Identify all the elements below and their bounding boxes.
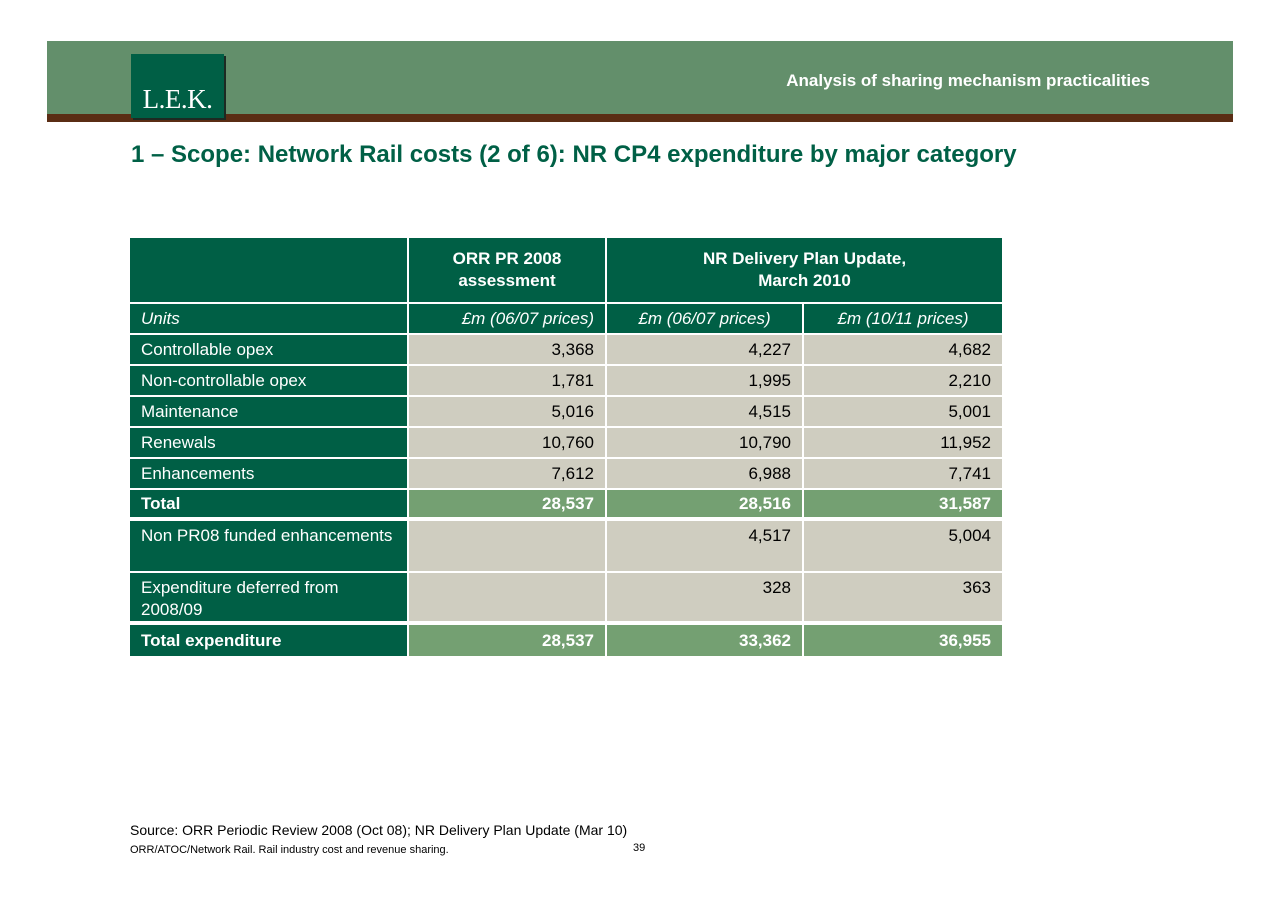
lek-logo: L.E.K. xyxy=(131,54,224,118)
source-note: Source: ORR Periodic Review 2008 (Oct 08… xyxy=(130,822,628,838)
header-nr: NR Delivery Plan Update, March 2010 xyxy=(607,236,1002,304)
table-row: Renewals 10,760 10,790 11,952 xyxy=(130,428,1002,459)
total-orr: 28,537 xyxy=(409,490,607,521)
row-label: Non-controllable opex xyxy=(130,366,409,397)
row-value-orr: 1,781 xyxy=(409,366,607,397)
total-expenditure-row: Total expenditure 28,537 33,362 36,955 xyxy=(130,625,1002,656)
row-value-nr-1011: 7,741 xyxy=(804,459,1002,490)
row-label: Expenditure deferred from 2008/09 xyxy=(130,573,409,625)
header-title: Analysis of sharing mechanism practicali… xyxy=(786,71,1150,90)
row-value-nr-1011: 11,952 xyxy=(804,428,1002,459)
row-value-orr: 3,368 xyxy=(409,335,607,366)
units-row: Units £m (06/07 prices) £m (06/07 prices… xyxy=(130,304,1002,335)
table-row: Expenditure deferred from 2008/09 328 36… xyxy=(130,573,1002,625)
row-value-nr-1011: 5,004 xyxy=(804,521,1002,573)
row-value-nr-1011: 4,682 xyxy=(804,335,1002,366)
row-label: Non PR08 funded enhancements xyxy=(130,521,409,573)
units-orr: £m (06/07 prices) xyxy=(409,304,607,335)
row-value-nr-0607: 4,227 xyxy=(607,335,804,366)
row-label: Renewals xyxy=(130,428,409,459)
table-header-row: ORR PR 2008 assessment NR Delivery Plan … xyxy=(130,236,1002,304)
header-empty-cell xyxy=(130,236,409,304)
row-label: Maintenance xyxy=(130,397,409,428)
total-expenditure-nr-1011: 36,955 xyxy=(804,625,1002,656)
table-row: Controllable opex 3,368 4,227 4,682 xyxy=(130,335,1002,366)
row-value-nr-0607: 4,517 xyxy=(607,521,804,573)
row-value-orr: 7,612 xyxy=(409,459,607,490)
row-value-nr-1011: 363 xyxy=(804,573,1002,625)
units-nr-1011: £m (10/11 prices) xyxy=(804,304,1002,335)
row-value-orr xyxy=(409,521,607,573)
row-value-nr-0607: 10,790 xyxy=(607,428,804,459)
row-value-nr-1011: 2,210 xyxy=(804,366,1002,397)
header-band xyxy=(47,41,1233,115)
row-value-nr-1011: 5,001 xyxy=(804,397,1002,428)
header-rule xyxy=(47,114,1233,122)
total-row: Total 28,537 28,516 31,587 xyxy=(130,490,1002,521)
units-label: Units xyxy=(130,304,409,335)
footer-note: ORR/ATOC/Network Rail. Rail industry cos… xyxy=(130,844,449,856)
row-label: Controllable opex xyxy=(130,335,409,366)
total-expenditure-nr-0607: 33,362 xyxy=(607,625,804,656)
row-value-nr-0607: 4,515 xyxy=(607,397,804,428)
total-nr-1011: 31,587 xyxy=(804,490,1002,521)
expenditure-table: ORR PR 2008 assessment NR Delivery Plan … xyxy=(130,236,1002,656)
table-row: Enhancements 7,612 6,988 7,741 xyxy=(130,459,1002,490)
header-orr: ORR PR 2008 assessment xyxy=(409,236,607,304)
row-value-nr-0607: 328 xyxy=(607,573,804,625)
units-nr-0607: £m (06/07 prices) xyxy=(607,304,804,335)
row-label: Enhancements xyxy=(130,459,409,490)
row-value-orr: 10,760 xyxy=(409,428,607,459)
row-value-nr-0607: 6,988 xyxy=(607,459,804,490)
table-row: Maintenance 5,016 4,515 5,001 xyxy=(130,397,1002,428)
row-value-orr: 5,016 xyxy=(409,397,607,428)
total-nr-0607: 28,516 xyxy=(607,490,804,521)
logo-text: L.E.K. xyxy=(142,84,213,114)
total-label: Total xyxy=(130,490,409,521)
total-expenditure-orr: 28,537 xyxy=(409,625,607,656)
total-expenditure-label: Total expenditure xyxy=(130,625,409,656)
table-row: Non PR08 funded enhancements 4,517 5,004 xyxy=(130,521,1002,573)
table-row: Non-controllable opex 1,781 1,995 2,210 xyxy=(130,366,1002,397)
page-number: 39 xyxy=(633,842,646,854)
row-value-nr-0607: 1,995 xyxy=(607,366,804,397)
row-value-orr xyxy=(409,573,607,625)
page-title: 1 – Scope: Network Rail costs (2 of 6): … xyxy=(131,141,1017,168)
